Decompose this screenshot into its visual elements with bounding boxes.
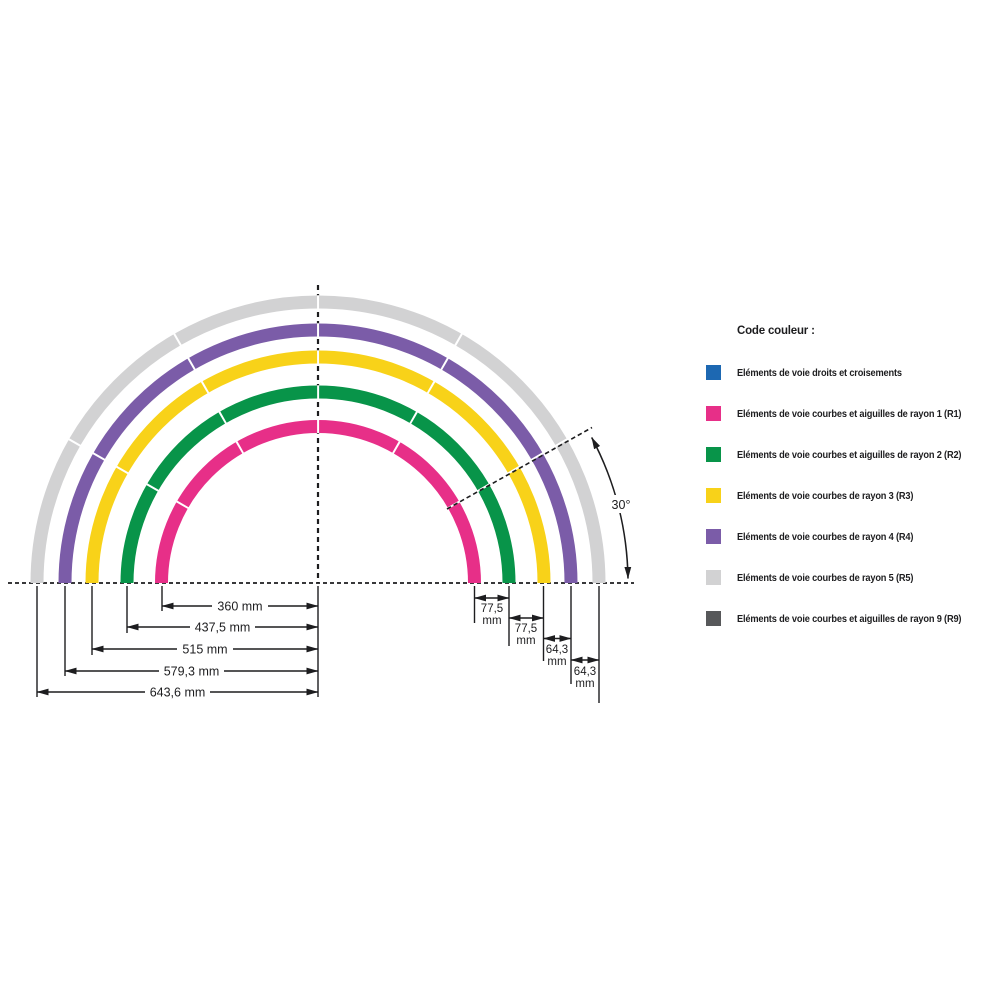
legend-item-r2: Eléments de voie courbes et aiguilles de… [706, 447, 998, 462]
angle-label: 30° [612, 498, 631, 512]
arc-r5-segment-ticks [30, 295, 606, 584]
legend-label: Eléments de voie droits et croisements [737, 366, 902, 379]
legend-title: Code couleur : [737, 325, 815, 337]
dimension-label-r4: 579,3 mm [164, 665, 220, 679]
dimension-label-backdrop [212, 599, 268, 613]
spacing-value-4: 64,3 [574, 666, 596, 678]
legend-swatch-darkgray [706, 611, 721, 626]
dimension-label-backdrop [190, 620, 255, 634]
dimension-label-r2: 437,5 mm [195, 621, 251, 635]
arc-r1-segment-ticks [154, 419, 482, 584]
arc-r2-segment-ticks [120, 385, 516, 584]
legend-label: Eléments de voie courbes et aiguilles de… [737, 612, 962, 625]
angle-radial-dashed-line [446, 426, 593, 510]
legend-swatch-blue [706, 365, 721, 380]
spacing-row-1: 77,5 mm [474, 594, 510, 627]
legend-item-r4: Eléments de voie courbes de rayon 4 (R4) [706, 529, 998, 544]
legend-item-r1: Eléments de voie courbes et aiguilles de… [706, 406, 998, 421]
arc-r3-segment-ticks [85, 350, 551, 584]
dimension-label-backdrop [159, 664, 224, 678]
legend-swatch-yellow [706, 488, 721, 503]
spacing-unit-2: mm [516, 635, 535, 647]
dimension-label-r1: 360 mm [217, 600, 262, 614]
dimension-label-backdrop [177, 642, 233, 656]
spacing-row-4: 64,3 mm [570, 656, 600, 690]
dimension-row-r1: 360 mm [161, 599, 319, 614]
legend-item-r3: Eléments de voie courbes de rayon 3 (R3) [706, 488, 998, 503]
spacing-row-3: 64,3 mm [543, 635, 572, 668]
arc-r4-segment-ticks [58, 323, 578, 584]
angle-label-backdrop [604, 495, 638, 513]
legend-swatch-green [706, 447, 721, 462]
spacing-value-3: 64,3 [546, 644, 568, 656]
spacing-unit-3: mm [547, 656, 566, 668]
legend-item-straight: Eléments de voie droits et croisements [706, 365, 998, 380]
legend-item-r9: Eléments de voie courbes et aiguilles de… [706, 611, 998, 626]
spacing-unit-4: mm [575, 678, 594, 690]
spacing-value-2: 77,5 [515, 623, 537, 635]
dimension-row-r3: 515 mm [91, 642, 319, 657]
legend-label: Eléments de voie courbes et aiguilles de… [737, 407, 962, 420]
spacing-value-1: 77,5 [481, 603, 503, 615]
dimension-label-r5: 643,6 mm [150, 686, 206, 700]
dimension-label-backdrop [145, 685, 210, 699]
legend-item-r5: Eléments de voie courbes de rayon 5 (R5) [706, 570, 998, 585]
legend-swatch-purple [706, 529, 721, 544]
spacing-unit-1: mm [482, 615, 501, 627]
spacing-row-2: 77,5 mm [508, 614, 544, 647]
dimension-row-r5: 643,6 mm [36, 685, 319, 700]
legend-swatch-gray [706, 570, 721, 585]
color-code-legend: Code couleur : Eléments de voie droits e… [706, 325, 998, 652]
legend-label: Eléments de voie courbes de rayon 3 (R3) [737, 489, 914, 502]
legend-label: Eléments de voie courbes et aiguilles de… [737, 448, 962, 461]
legend-label: Eléments de voie courbes de rayon 5 (R5) [737, 571, 914, 584]
dimension-label-r3: 515 mm [182, 643, 227, 657]
dimension-row-r2: 437,5 mm [126, 620, 319, 635]
legend-label: Eléments de voie courbes de rayon 4 (R4) [737, 530, 914, 543]
dimension-row-r4: 579,3 mm [64, 664, 319, 679]
legend-swatch-pink [706, 406, 721, 421]
